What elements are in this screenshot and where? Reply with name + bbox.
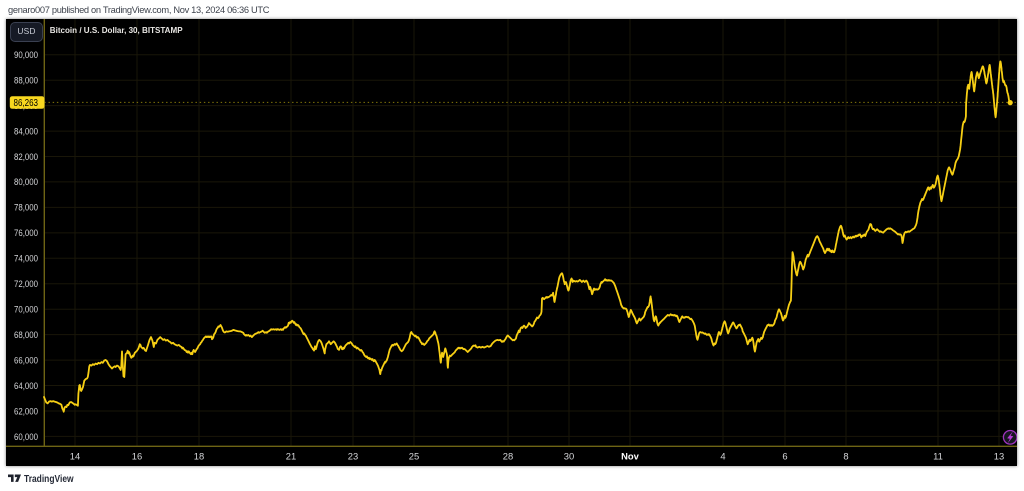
svg-text:6: 6 <box>782 450 787 461</box>
svg-text:64,000: 64,000 <box>14 381 38 392</box>
svg-text:13: 13 <box>994 450 1004 461</box>
svg-text:25: 25 <box>409 450 419 461</box>
svg-text:Nov: Nov <box>621 450 639 461</box>
svg-text:76,000: 76,000 <box>14 228 38 239</box>
svg-text:23: 23 <box>348 450 358 461</box>
svg-text:72,000: 72,000 <box>14 279 38 290</box>
svg-text:84,000: 84,000 <box>14 126 38 137</box>
svg-text:60,000: 60,000 <box>14 432 38 443</box>
svg-text:Bitcoin / U.S. Dollar, 30, BIT: Bitcoin / U.S. Dollar, 30, BITSTAMP <box>50 25 183 35</box>
svg-text:8: 8 <box>843 450 848 461</box>
svg-text:80,000: 80,000 <box>14 177 38 188</box>
svg-text:70,000: 70,000 <box>14 305 38 316</box>
svg-text:90,000: 90,000 <box>14 50 38 61</box>
svg-text:78,000: 78,000 <box>14 203 38 214</box>
svg-text:28: 28 <box>503 450 513 461</box>
svg-text:74,000: 74,000 <box>14 254 38 265</box>
svg-text:62,000: 62,000 <box>14 406 38 417</box>
svg-text:4: 4 <box>720 450 725 461</box>
svg-text:11: 11 <box>933 450 943 461</box>
svg-text:21: 21 <box>286 450 296 461</box>
svg-text:14: 14 <box>70 450 80 461</box>
svg-text:88,000: 88,000 <box>14 76 38 87</box>
svg-text:18: 18 <box>194 450 204 461</box>
svg-text:82,000: 82,000 <box>14 152 38 163</box>
svg-text:16: 16 <box>132 450 142 461</box>
svg-text:TradingView: TradingView <box>24 474 74 485</box>
svg-text:68,000: 68,000 <box>14 330 38 341</box>
svg-text:66,000: 66,000 <box>14 355 38 366</box>
svg-text:30: 30 <box>564 450 574 461</box>
svg-text:86,263: 86,263 <box>14 98 39 109</box>
